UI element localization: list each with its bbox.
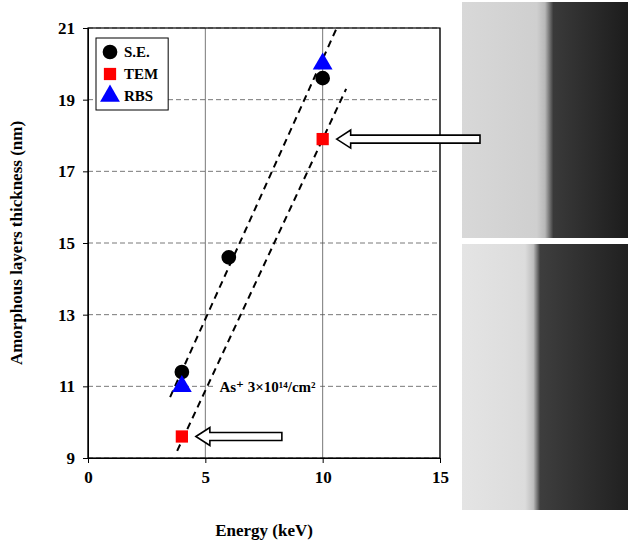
y-axis-title: Amorphous layers thickness (nm) <box>7 121 26 365</box>
tick-mark <box>440 458 441 463</box>
tick: 5 <box>202 458 211 487</box>
legend-label: S.E. <box>124 44 150 60</box>
tick: 19 <box>58 91 88 110</box>
tick-label: 19 <box>58 91 75 110</box>
tick-label: 9 <box>67 449 76 468</box>
tick: 0 <box>84 458 93 487</box>
tick-label: 21 <box>58 19 75 38</box>
tick-mark <box>323 458 324 463</box>
legend-label: TEM <box>124 66 158 82</box>
legend: S.E. TEM RBS <box>96 38 168 110</box>
tick-label: 13 <box>58 306 75 325</box>
point <box>172 375 192 392</box>
tick-label: 10 <box>315 468 332 487</box>
arrow <box>196 428 282 446</box>
x-axis-title: Energy (keV) <box>215 521 313 540</box>
point <box>176 430 188 442</box>
legend-label: RBS <box>124 88 153 104</box>
point <box>221 250 236 265</box>
axis-line <box>89 459 441 464</box>
marks <box>170 28 346 451</box>
micrograph <box>462 244 628 510</box>
axis-line <box>83 29 89 459</box>
x-axis: 0 5 10 15 <box>84 458 449 487</box>
tick: 9 <box>67 449 89 468</box>
arrows <box>196 130 480 445</box>
tick: 11 <box>59 377 88 396</box>
chart: 0 5 10 15 9 11 13 15 17 19 21 Energy (keV) Amorphous… <box>0 0 630 560</box>
micrograph <box>462 2 628 238</box>
tick-mark <box>83 315 88 316</box>
point <box>317 133 329 145</box>
tick-mark <box>83 171 88 172</box>
tick-mark <box>205 458 206 463</box>
legend-box <box>96 38 168 110</box>
tick-label: 15 <box>432 468 449 487</box>
legend-marker <box>100 85 120 102</box>
trend-line <box>177 89 346 451</box>
y-axis: 9 11 13 15 17 19 21 <box>58 19 89 468</box>
tick-mark <box>83 100 88 101</box>
tick-label: 11 <box>59 377 75 396</box>
tick: 13 <box>58 306 88 325</box>
point <box>313 52 333 69</box>
grid-line <box>88 243 440 244</box>
tick-mark <box>83 458 88 459</box>
legend-marker <box>104 68 116 80</box>
tick-mark <box>83 243 88 244</box>
tick-mark <box>83 28 88 29</box>
plot-frame <box>88 28 440 458</box>
tick: 15 <box>58 234 88 253</box>
grid <box>88 28 440 458</box>
annotation: As⁺ 3×10¹⁴/cm² <box>219 379 316 395</box>
tick-label: 0 <box>84 468 93 487</box>
tick-mark <box>83 386 88 387</box>
tick-label: 15 <box>58 234 75 253</box>
legend-marker <box>103 45 118 60</box>
tick-label: 17 <box>58 162 76 181</box>
tick: 15 <box>432 458 449 487</box>
trend-line <box>170 28 337 397</box>
grid-line <box>88 171 440 172</box>
tick-label: 5 <box>202 468 211 487</box>
tick: 17 <box>58 162 88 181</box>
annotation-bg <box>215 377 320 397</box>
arrow <box>337 130 480 148</box>
point <box>315 71 330 86</box>
grid-line <box>88 314 440 315</box>
tick: 10 <box>315 458 332 487</box>
tick: 21 <box>58 19 88 38</box>
